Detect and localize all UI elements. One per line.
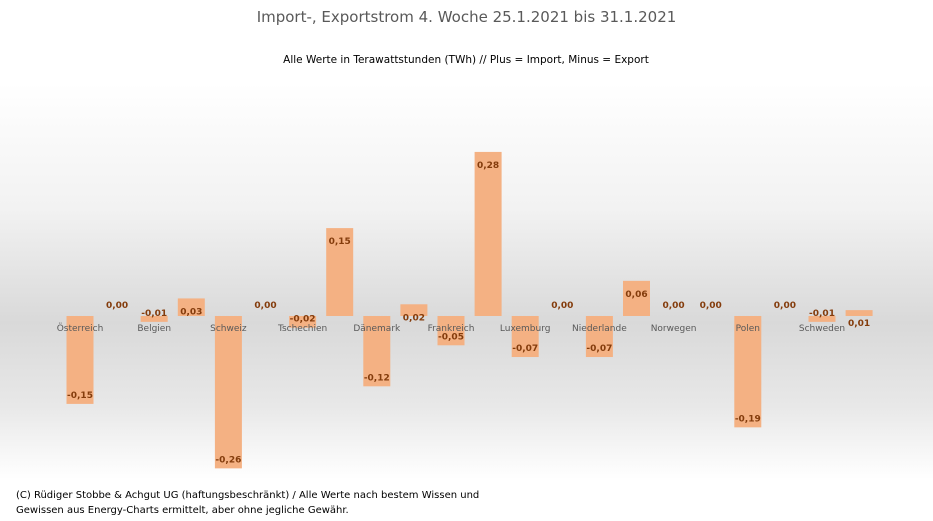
bar-tschechien-0	[289, 316, 317, 328]
data-label: 0,00	[774, 301, 796, 311]
category-label: Dänemark	[353, 324, 401, 334]
category-label: Luxemburg	[500, 324, 551, 334]
data-label: -0,26	[215, 455, 241, 465]
bar-niederlande-0	[585, 316, 613, 358]
bar-frankreich-0	[437, 316, 465, 346]
category-label: Belgien	[137, 324, 171, 334]
category-label: Polen	[736, 324, 760, 334]
data-label: -0,01	[809, 309, 835, 319]
data-label: 0,00	[662, 301, 684, 311]
data-label: -0,07	[586, 344, 612, 354]
category-label: Österreich	[57, 323, 104, 334]
data-label: -0,07	[512, 344, 538, 354]
category-label: Schweiz	[210, 324, 247, 334]
chart-title: Import-, Exportstrom 4. Woche 25.1.2021 …	[256, 8, 677, 26]
data-label: -0,05	[438, 332, 464, 342]
footer-line-2: Gewissen aus Energy-Charts ermittelt, ab…	[16, 505, 349, 516]
bar-belgien-0	[140, 316, 168, 322]
bar-niederlande-1	[623, 280, 650, 316]
footer-line-1: (C) Rüdiger Stobbe & Achgut UG (haftungs…	[16, 490, 480, 501]
bar-luxemburg-0	[511, 316, 539, 358]
data-label: -0,19	[735, 414, 761, 424]
data-label: -0,01	[141, 309, 167, 319]
data-label: 0,00	[700, 301, 722, 311]
bar-schweiz-0	[214, 316, 242, 469]
bar-frankreich-1	[474, 151, 502, 316]
bar-dänemark-1	[400, 304, 428, 316]
category-label: Norwegen	[651, 324, 697, 334]
data-label: 0,15	[329, 237, 351, 247]
bar-belgien-1	[177, 298, 205, 316]
data-label: -0,15	[67, 391, 93, 401]
data-label: 0,28	[477, 161, 499, 171]
chart-subtitle: Alle Werte in Terawattstunden (TWh) // P…	[277, 50, 655, 70]
data-label: 0,00	[551, 301, 573, 311]
category-label: Frankreich	[428, 324, 475, 334]
data-label: 0,00	[106, 301, 128, 311]
data-label: 0,02	[403, 313, 425, 323]
bar-dänemark-0	[363, 316, 391, 387]
bar-österreich-0	[66, 316, 94, 404]
category-label: Schweden	[799, 324, 845, 334]
category-label: Tschechien	[277, 324, 327, 334]
data-label: 0,03	[180, 307, 202, 317]
bar-tschechien-1	[326, 228, 354, 316]
bar-schweden-0	[808, 316, 836, 322]
data-label: -0,02	[290, 315, 316, 325]
category-label: Niederlande	[572, 324, 627, 334]
bar-polen-0	[734, 316, 762, 428]
data-label: 0,00	[254, 301, 276, 311]
data-label: -0,12	[364, 373, 390, 383]
bar-schweden-1	[845, 310, 873, 316]
footer-note: (C) Rüdiger Stobbe & Achgut UG (haftungs…	[16, 488, 479, 518]
data-label: 0,01	[848, 319, 870, 329]
data-label: 0,06	[625, 290, 647, 300]
